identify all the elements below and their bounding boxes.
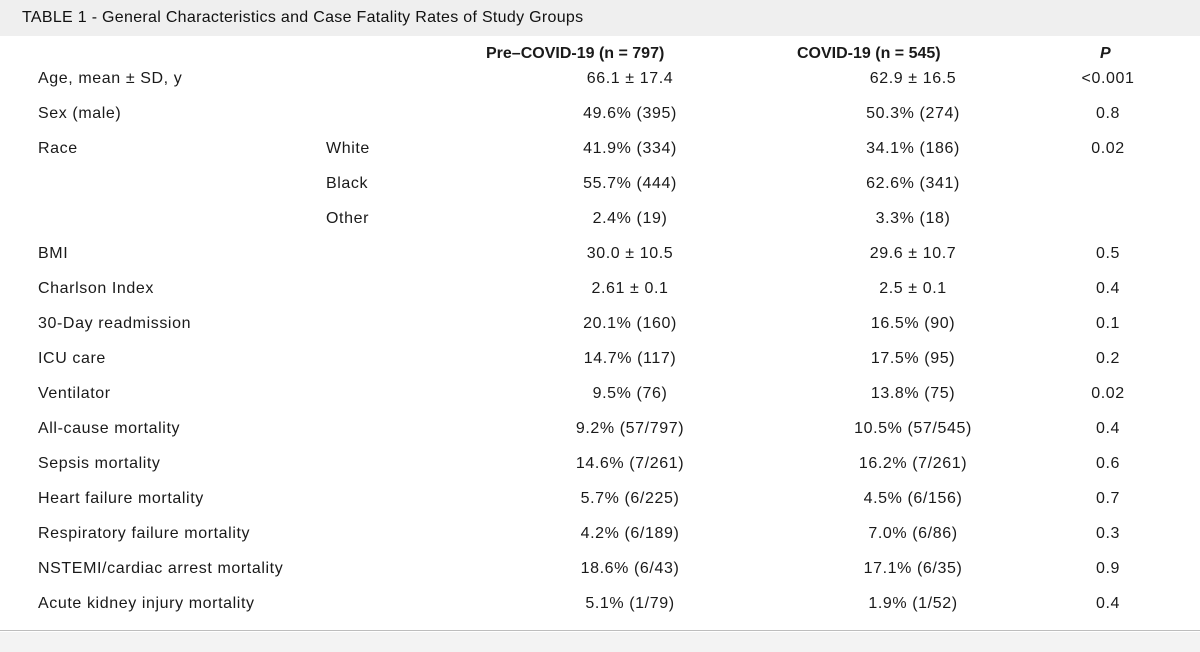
p-value: 0.02 <box>1091 140 1125 157</box>
covid-value: 29.6 ± 10.7 <box>869 245 957 262</box>
table-row: Heart failure mortality 5.7% (6/225) 4.5% … <box>0 481 1200 516</box>
pre-covid-value: 30.0 ± 10.5 <box>586 245 674 262</box>
p-value: 0.02 <box>1091 385 1125 402</box>
table-row: Sepsis mortality 14.6% (7/261) 16.2% (7/26… <box>0 446 1200 481</box>
table-row: Acute kidney injury mortality 5.1% (1/79)… <box>0 586 1200 621</box>
table-body: Age, mean ± SD, y 66.1 ± 17.4 62.9 ± 16.5 <… <box>0 61 1200 621</box>
p-value: 0.5 <box>1095 245 1121 262</box>
row-label: Charlson Index <box>38 280 155 297</box>
table-row: Age, mean ± SD, y 66.1 ± 17.4 62.9 ± 16.5 <… <box>0 61 1200 96</box>
row-label: All-cause mortality <box>38 420 181 437</box>
covid-value: 7.0% (6/86) <box>868 525 958 542</box>
row-sublabel: White <box>326 140 370 157</box>
table-row: Ventilator 9.5% (76) 13.8% (75) 0.02 <box>0 376 1200 411</box>
covid-value: 62.6% (341) <box>866 175 960 192</box>
pre-covid-value: 18.6% (6/43) <box>580 560 680 577</box>
row-label: Sex (male) <box>38 105 122 122</box>
table-row: Other 2.4% (19) 3.3% (18) <box>0 201 1200 236</box>
table-title: TABLE 1 - General Characteristics and Ca… <box>0 0 1200 36</box>
header-pre-covid: Pre–COVID-19 (n = 797) <box>486 45 665 62</box>
pre-covid-value: 20.1% (160) <box>583 315 677 332</box>
pre-covid-value: 55.7% (444) <box>583 175 677 192</box>
p-value: 0.7 <box>1095 490 1121 507</box>
row-label: ICU care <box>38 350 106 367</box>
pre-covid-value: 2.61 ± 0.1 <box>591 280 669 297</box>
pre-covid-value: 9.5% (76) <box>592 385 668 402</box>
covid-value: 3.3% (18) <box>875 210 951 227</box>
row-label: Heart failure mortality <box>38 490 204 507</box>
covid-value: 1.9% (1/52) <box>868 595 958 612</box>
covid-value: 2.5 ± 0.1 <box>879 280 947 297</box>
row-label: Acute kidney injury mortality <box>38 595 255 612</box>
table-row: Charlson Index 2.61 ± 0.1 2.5 ± 0.1 0.4 <box>0 271 1200 306</box>
row-label: Sepsis mortality <box>38 455 161 472</box>
pre-covid-value: 14.7% (117) <box>583 350 677 367</box>
pre-covid-value: 2.4% (19) <box>592 210 668 227</box>
p-value: 0.9 <box>1095 560 1121 577</box>
row-sublabel: Black <box>326 175 369 192</box>
row-label: Ventilator <box>38 385 111 402</box>
covid-value: 16.2% (7/261) <box>858 455 968 472</box>
p-value: 0.3 <box>1095 525 1121 542</box>
row-label: 30-Day readmission <box>38 315 192 332</box>
p-value: 0.8 <box>1095 105 1121 122</box>
table-row: 30-Day readmission 20.1% (160) 16.5% (90) 0… <box>0 306 1200 341</box>
pre-covid-value: 66.1 ± 17.4 <box>586 70 674 87</box>
p-value: 0.4 <box>1095 595 1121 612</box>
table-footer-band <box>0 632 1200 652</box>
p-value: 0.4 <box>1095 420 1121 437</box>
row-label: Age, mean ± SD, y <box>38 70 183 87</box>
header-covid: COVID-19 (n = 545) <box>797 45 941 62</box>
covid-value: 4.5% (6/156) <box>863 490 963 507</box>
pre-covid-value: 41.9% (334) <box>583 140 677 157</box>
pre-covid-value: 9.2% (57/797) <box>575 420 685 437</box>
p-value: 0.1 <box>1095 315 1121 332</box>
pre-covid-value: 4.2% (6/189) <box>580 525 680 542</box>
table-row: Race White 41.9% (334) 34.1% (186) 0.02 <box>0 131 1200 166</box>
row-label: Respiratory failure mortality <box>38 525 251 542</box>
header-p-value: P <box>1100 45 1111 62</box>
p-value: 0.2 <box>1095 350 1121 367</box>
covid-value: 50.3% (274) <box>866 105 960 122</box>
pre-covid-value: 5.1% (1/79) <box>585 595 675 612</box>
table-row: All-cause mortality 9.2% (57/797) 10.5% (5… <box>0 411 1200 446</box>
pre-covid-value: 14.6% (7/261) <box>575 455 685 472</box>
table-header-row: Pre–COVID-19 (n = 797) COVID-19 (n = 545… <box>0 40 1200 68</box>
covid-value: 10.5% (57/545) <box>854 420 972 437</box>
row-label: Race <box>38 140 78 157</box>
pre-covid-value: 49.6% (395) <box>583 105 677 122</box>
row-label: BMI <box>38 245 69 262</box>
p-value: <0.001 <box>1081 70 1135 87</box>
table-row: ICU care 14.7% (117) 17.5% (95) 0.2 <box>0 341 1200 376</box>
table-bottom-divider <box>0 630 1200 631</box>
covid-value: 62.9 ± 16.5 <box>869 70 957 87</box>
pre-covid-value: 5.7% (6/225) <box>580 490 680 507</box>
covid-value: 16.5% (90) <box>870 315 956 332</box>
row-sublabel: Other <box>326 210 370 227</box>
covid-value: 17.5% (95) <box>870 350 956 367</box>
covid-value: 34.1% (186) <box>866 140 960 157</box>
table-row: BMI 30.0 ± 10.5 29.6 ± 10.7 0.5 <box>0 236 1200 271</box>
table-row: Black 55.7% (444) 62.6% (341) <box>0 166 1200 201</box>
table-row: Sex (male) 49.6% (395) 50.3% (274) 0.8 <box>0 96 1200 131</box>
table-row: NSTEMI/cardiac arrest mortality 18.6% (6/… <box>0 551 1200 586</box>
covid-value: 17.1% (6/35) <box>863 560 963 577</box>
table-row: Respiratory failure mortality 4.2% (6/189… <box>0 516 1200 551</box>
row-label: NSTEMI/cardiac arrest mortality <box>38 560 284 577</box>
covid-value: 13.8% (75) <box>870 385 956 402</box>
p-value: 0.4 <box>1095 280 1121 297</box>
p-value: 0.6 <box>1095 455 1121 472</box>
